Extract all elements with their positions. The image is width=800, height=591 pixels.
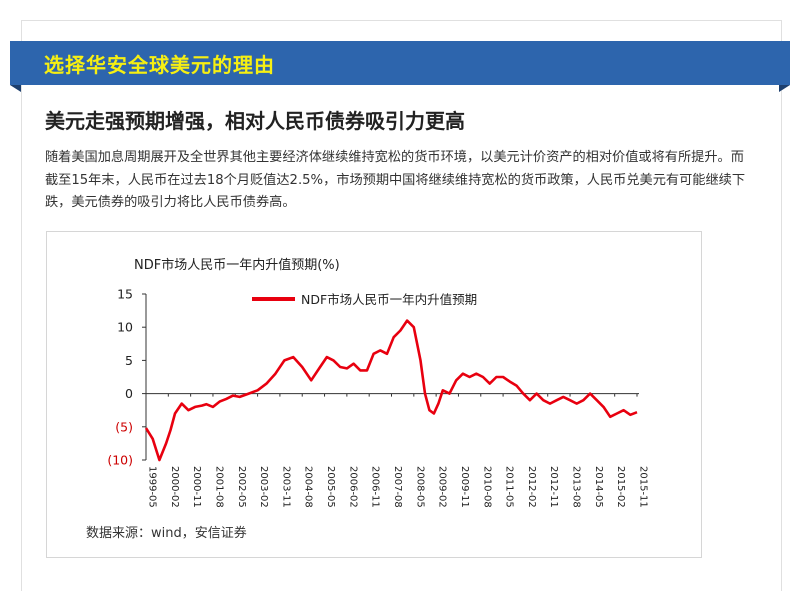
chart-container: NDF市场人民币一年内升值预期(%) NDF市场人民币一年内升值预期 15 10 5… [46,231,702,558]
x-tick-label: 2011-05 [504,466,515,508]
x-tick-label: 2012-11 [548,466,559,508]
section-banner: 选择华安全球美元的理由 [10,41,790,92]
x-tick-label: 2009-11 [459,466,470,508]
x-tick-label: 2006-11 [370,466,381,508]
y-tick-labels: 15 10 5 0 (5) (10) [107,287,133,468]
chart-axes [142,293,639,461]
ndf-chart: NDF市场人民币一年内升值预期(%) NDF市场人民币一年内升值预期 15 10 5… [107,257,649,508]
x-tick-label: 2012-02 [526,466,537,508]
x-tick-label: 2013-08 [571,466,582,508]
x-tick-label: 2003-11 [280,466,291,508]
x-tick-label: 2000-11 [191,466,202,508]
x-tick-label: 2002-05 [236,466,247,508]
series-line [144,319,638,462]
data-source: 数据来源：wind，安信证券 [86,526,247,541]
banner-bar [10,41,790,85]
x-tick-label: 2001-08 [213,466,224,508]
banner-fold-left [10,85,21,92]
section-title: 选择华安全球美元的理由 [44,53,275,77]
y-tick-label: 0 [125,386,133,401]
x-tick-label: 2010-08 [481,466,492,508]
article-paragraph: 随着美国加息周期展开及全世界其他主要经济体继续维持宽松的货币环境，以美元计价资产… [45,150,746,210]
banner-fold-right [779,85,790,92]
x-tick-label: 2014-05 [593,466,604,508]
y-tick-label: 10 [117,320,133,335]
legend-label: NDF市场人民币一年内升值预期 [301,292,477,307]
x-tick-labels: 1999-05 2000-02 2000-11 2001-08 2002-05 2003-… [147,466,649,508]
y-tick-label: (5) [115,419,133,434]
x-tick-label: 2004-08 [303,466,314,508]
chart-legend: NDF市场人民币一年内升值预期 [252,292,477,307]
x-tick-label: 2003-02 [258,466,269,508]
article-heading: 美元走强预期增强，相对人民币债券吸引力更高 [45,109,465,133]
x-tick-label: 2008-05 [414,466,425,508]
x-tick-label: 2007-08 [392,466,403,508]
y-tick-label: 15 [117,287,133,302]
x-tick-label: 2000-02 [169,466,180,508]
x-tick-label: 2009-02 [437,466,448,508]
y-tick-label: (10) [107,453,133,468]
x-tick-label: 2015-02 [615,466,626,508]
chart-title: NDF市场人民币一年内升值预期(%) [134,257,340,273]
x-tick-label: 2015-11 [638,466,649,508]
x-tick-label: 2006-02 [347,466,358,508]
x-tick-label: 1999-05 [147,466,158,508]
y-tick-label: 5 [125,353,133,368]
x-tick-label: 2005-05 [325,466,336,508]
